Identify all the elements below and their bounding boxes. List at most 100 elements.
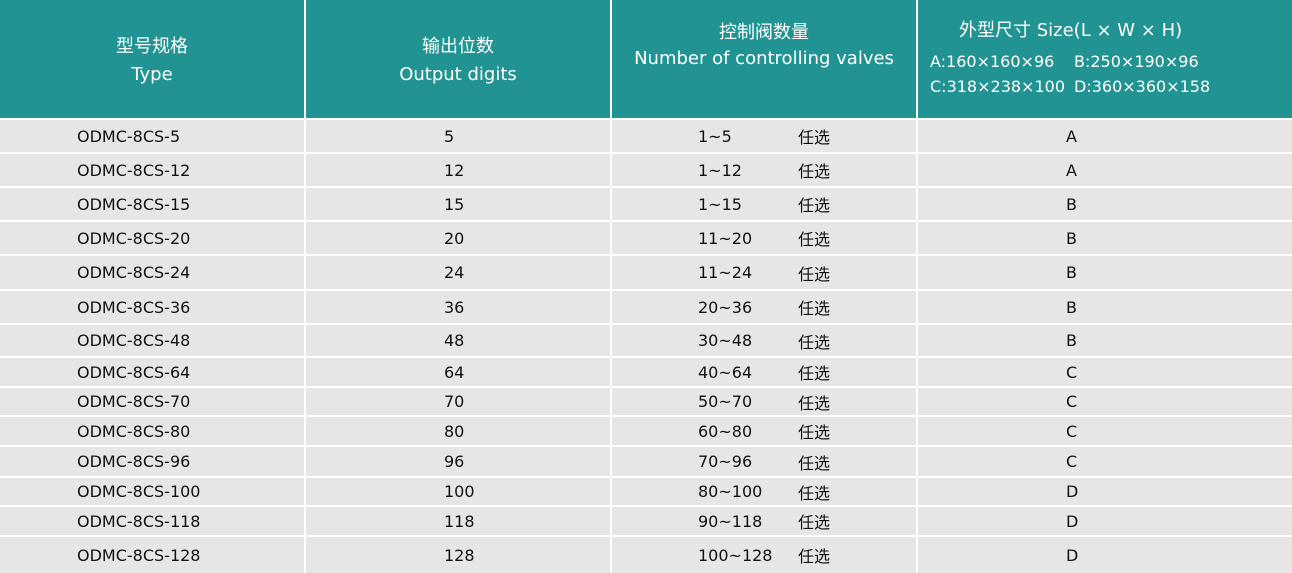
table-row: ODMC-8CS-24 24 11~24 任选 B xyxy=(0,256,1292,289)
digits-value: 96 xyxy=(444,452,465,471)
digits-value: 5 xyxy=(444,126,455,146)
size-value: B xyxy=(1066,228,1077,248)
valve-optional: 任选 xyxy=(798,513,831,532)
valve-range: 1~12 xyxy=(698,160,742,180)
size-value: B xyxy=(1066,297,1077,317)
digits-value: 128 xyxy=(444,545,475,565)
cell-size: D xyxy=(918,537,1292,573)
table-row: ODMC-8CS-15 15 1~15 任选 B xyxy=(0,188,1292,220)
cell-type: ODMC-8CS-128 xyxy=(0,537,304,573)
cell-digits: 15 xyxy=(306,188,610,220)
size-value: D xyxy=(1066,511,1079,531)
valve-range: 11~20 xyxy=(698,228,753,248)
size-value: B xyxy=(1066,331,1077,350)
header-type: 型号规格 Type xyxy=(0,0,304,118)
table-row: ODMC-8CS-64 64 40~64 任选 C xyxy=(0,358,1292,386)
header-valves: 控制阀数量 Number of controlling valves xyxy=(612,0,916,118)
size-value: B xyxy=(1066,263,1077,282)
cell-valves: 70~96 任选 xyxy=(612,447,916,476)
cell-valves: 90~118 任选 xyxy=(612,507,916,535)
digits-value: 20 xyxy=(444,228,465,248)
header-digits-zh: 输出位数 xyxy=(422,36,494,57)
digits-value: 15 xyxy=(444,194,465,214)
table-row: ODMC-8CS-118 118 90~118 任选 D xyxy=(0,507,1292,535)
cell-type: ODMC-8CS-100 xyxy=(0,478,304,505)
cell-valves: 20~36 任选 xyxy=(612,291,916,323)
size-value: C xyxy=(1066,452,1078,471)
valve-range: 100~128 xyxy=(698,545,773,565)
size-value: A xyxy=(1066,126,1077,146)
table-row: ODMC-8CS-36 36 20~36 任选 B xyxy=(0,291,1292,323)
cell-type: ODMC-8CS-20 xyxy=(0,222,304,254)
valve-range: 80~100 xyxy=(698,482,763,501)
cell-digits: 70 xyxy=(306,388,610,415)
digits-value: 100 xyxy=(444,482,475,501)
header-valves-zh: 控制阀数量 xyxy=(719,22,809,43)
header-valves-en: Number of controlling valves xyxy=(634,48,894,69)
valve-optional: 任选 xyxy=(798,162,831,181)
valve-range: 60~80 xyxy=(698,421,753,441)
cell-valves: 1~12 任选 xyxy=(612,154,916,186)
digits-value: 36 xyxy=(444,297,465,317)
size-b: B:250×190×96 xyxy=(1074,52,1199,71)
cell-size: C xyxy=(918,358,1292,386)
valve-optional: 任选 xyxy=(798,128,831,147)
valve-optional: 任选 xyxy=(798,364,831,383)
header-type-en: Type xyxy=(131,64,173,85)
cell-digits: 118 xyxy=(306,507,610,535)
digits-value: 24 xyxy=(444,263,465,282)
valve-range: 1~5 xyxy=(698,126,732,146)
size-value: C xyxy=(1066,362,1078,382)
type-value: ODMC-8CS-15 xyxy=(77,194,191,214)
cell-valves: 30~48 任选 xyxy=(612,325,916,356)
valve-optional: 任选 xyxy=(798,196,831,215)
digits-value: 64 xyxy=(444,362,465,382)
cell-type: ODMC-8CS-12 xyxy=(0,154,304,186)
type-value: ODMC-8CS-100 xyxy=(77,482,201,501)
valve-optional: 任选 xyxy=(798,483,831,503)
type-value: ODMC-8CS-118 xyxy=(77,511,201,531)
size-value: D xyxy=(1066,482,1079,501)
header-type-zh: 型号规格 xyxy=(116,36,188,57)
cell-size: C xyxy=(918,447,1292,476)
cell-digits: 64 xyxy=(306,358,610,386)
valve-range: 11~24 xyxy=(698,263,753,282)
valve-optional: 任选 xyxy=(798,264,831,284)
valve-range: 50~70 xyxy=(698,392,753,411)
digits-value: 80 xyxy=(444,421,465,441)
size-value: C xyxy=(1066,421,1078,441)
valve-optional: 任选 xyxy=(798,393,831,413)
cell-digits: 100 xyxy=(306,478,610,505)
digits-value: 48 xyxy=(444,331,465,350)
cell-type: ODMC-8CS-64 xyxy=(0,358,304,386)
cell-valves: 40~64 任选 xyxy=(612,358,916,386)
table-row: ODMC-8CS-20 20 11~20 任选 B xyxy=(0,222,1292,254)
digits-value: 12 xyxy=(444,160,465,180)
valve-optional: 任选 xyxy=(798,332,831,352)
table-row: ODMC-8CS-48 48 30~48 任选 B xyxy=(0,325,1292,356)
valve-range: 90~118 xyxy=(698,511,763,531)
cell-valves: 60~80 任选 xyxy=(612,417,916,445)
cell-type: ODMC-8CS-5 xyxy=(0,120,304,152)
cell-type: ODMC-8CS-96 xyxy=(0,447,304,476)
digits-value: 70 xyxy=(444,392,465,411)
cell-size: B xyxy=(918,291,1292,323)
valve-range: 1~15 xyxy=(698,194,742,214)
cell-valves: 1~15 任选 xyxy=(612,188,916,220)
cell-digits: 24 xyxy=(306,256,610,289)
cell-size: A xyxy=(918,154,1292,186)
cell-digits: 48 xyxy=(306,325,610,356)
table-row: ODMC-8CS-70 70 50~70 任选 C xyxy=(0,388,1292,415)
digits-value: 118 xyxy=(444,511,475,531)
cell-size: C xyxy=(918,388,1292,415)
cell-digits: 128 xyxy=(306,537,610,573)
cell-size: D xyxy=(918,507,1292,535)
cell-valves: 80~100 任选 xyxy=(612,478,916,505)
header-size-title: 外型尺寸 Size(L × W × H) xyxy=(959,20,1183,41)
cell-digits: 5 xyxy=(306,120,610,152)
cell-type: ODMC-8CS-70 xyxy=(0,388,304,415)
cell-size: B xyxy=(918,256,1292,289)
size-value: C xyxy=(1066,392,1078,411)
cell-size: C xyxy=(918,417,1292,445)
valve-range: 30~48 xyxy=(698,331,753,350)
